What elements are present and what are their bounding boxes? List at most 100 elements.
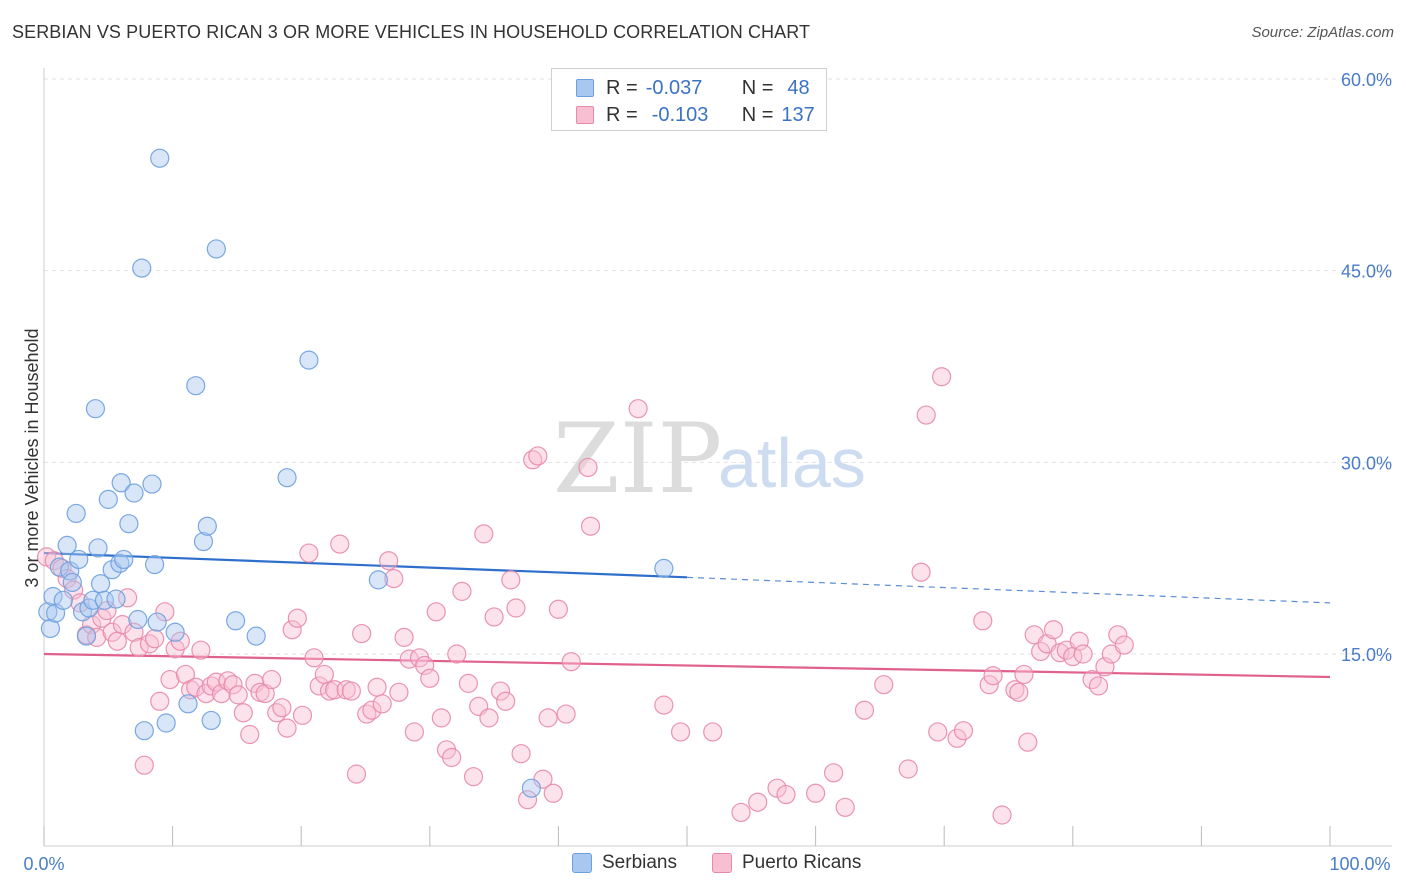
puerto-rican-point[interactable]	[191, 640, 211, 660]
puerto-rican-point[interactable]	[501, 570, 521, 590]
serbian-point[interactable]	[40, 618, 61, 639]
puerto-rican-point[interactable]	[102, 622, 122, 642]
puerto-rican-point[interactable]	[580, 516, 601, 536]
puerto-rican-point[interactable]	[511, 744, 531, 764]
puerto-rican-point[interactable]	[484, 607, 504, 627]
serbian-point[interactable]	[38, 602, 58, 622]
puerto-rican-point[interactable]	[528, 446, 548, 466]
serbian-point[interactable]	[206, 239, 226, 259]
serbian-point[interactable]	[142, 474, 162, 494]
serbian-point[interactable]	[76, 626, 97, 646]
serbian-point[interactable]	[134, 721, 154, 741]
puerto-rican-point[interactable]	[404, 722, 424, 742]
puerto-rican-point[interactable]	[452, 581, 472, 601]
puerto-rican-point[interactable]	[947, 728, 967, 748]
serbian-point[interactable]	[69, 549, 89, 570]
serbian-point[interactable]	[226, 611, 246, 631]
serbian-point[interactable]	[654, 558, 674, 578]
puerto-rican-point[interactable]	[1108, 625, 1128, 645]
puerto-rican-point[interactable]	[181, 680, 201, 700]
puerto-rican-point[interactable]	[776, 784, 796, 805]
puerto-rican-point[interactable]	[287, 608, 307, 628]
puerto-rican-point[interactable]	[357, 704, 377, 724]
puerto-rican-point[interactable]	[309, 676, 329, 696]
puerto-rican-point[interactable]	[561, 652, 581, 672]
puerto-rican-point[interactable]	[160, 669, 180, 690]
serbian-point[interactable]	[128, 609, 148, 630]
serbian-point[interactable]	[165, 622, 185, 642]
serbian-point[interactable]	[368, 570, 388, 590]
serbian-point[interactable]	[110, 553, 130, 573]
puerto-rican-point[interactable]	[325, 680, 345, 700]
serbian-point[interactable]	[43, 586, 63, 607]
puerto-rican-point[interactable]	[394, 627, 414, 647]
puerto-rican-point[interactable]	[352, 623, 372, 644]
puerto-rican-point[interactable]	[479, 708, 499, 728]
puerto-rican-point[interactable]	[346, 764, 367, 784]
puerto-rican-point[interactable]	[805, 783, 826, 803]
puerto-rican-point[interactable]	[983, 666, 1003, 686]
puerto-rican-point[interactable]	[282, 620, 302, 640]
puerto-rican-point[interactable]	[299, 543, 319, 563]
puerto-rican-point[interactable]	[426, 602, 446, 622]
puerto-rican-point[interactable]	[292, 705, 313, 725]
serbian-point[interactable]	[186, 376, 206, 396]
puerto-rican-point[interactable]	[186, 677, 206, 697]
puerto-rican-point[interactable]	[372, 694, 392, 714]
puerto-rican-point[interactable]	[506, 598, 526, 618]
serbian-point[interactable]	[521, 778, 541, 798]
puerto-rican-point[interactable]	[255, 684, 275, 704]
puerto-rican-point[interactable]	[447, 644, 467, 664]
serbian-point[interactable]	[111, 473, 131, 493]
puerto-rican-point[interactable]	[362, 700, 382, 720]
puerto-rican-point[interactable]	[367, 677, 387, 697]
puerto-rican-point[interactable]	[314, 664, 334, 685]
puerto-rican-point[interactable]	[57, 569, 77, 589]
puerto-rican-point[interactable]	[228, 685, 248, 705]
serbian-point[interactable]	[114, 549, 134, 570]
puerto-rican-point[interactable]	[304, 648, 324, 668]
puerto-rican-point[interactable]	[1018, 732, 1038, 752]
serbian-point[interactable]	[83, 590, 103, 610]
puerto-rican-point[interactable]	[262, 669, 282, 690]
puerto-rican-point[interactable]	[670, 722, 691, 742]
puerto-rican-point[interactable]	[1009, 682, 1029, 702]
puerto-rican-point[interactable]	[87, 627, 107, 647]
puerto-rican-point[interactable]	[379, 551, 399, 571]
serbian-point[interactable]	[156, 713, 176, 733]
puerto-rican-point[interactable]	[267, 703, 287, 723]
puerto-rican-point[interactable]	[1031, 641, 1051, 662]
serbian-point[interactable]	[299, 350, 319, 370]
puerto-rican-point[interactable]	[932, 367, 952, 387]
serbian-point[interactable]	[197, 516, 217, 536]
puerto-rican-point[interactable]	[992, 805, 1012, 825]
serbian-point[interactable]	[193, 531, 214, 552]
serbian-point[interactable]	[178, 694, 198, 714]
puerto-rican-point[interactable]	[442, 747, 462, 768]
puerto-rican-point[interactable]	[490, 681, 511, 701]
puerto-rican-point[interactable]	[139, 634, 160, 654]
legend-item-serbians[interactable]: Serbians	[572, 852, 677, 874]
puerto-rican-point[interactable]	[898, 759, 918, 779]
puerto-rican-point[interactable]	[578, 457, 598, 478]
puerto-rican-point[interactable]	[854, 700, 875, 720]
puerto-rican-point[interactable]	[911, 562, 931, 582]
serbian-point[interactable]	[62, 572, 82, 593]
serbian-point[interactable]	[144, 554, 165, 575]
puerto-rican-point[interactable]	[973, 611, 993, 631]
puerto-rican-point[interactable]	[463, 767, 484, 787]
puerto-rican-point[interactable]	[175, 664, 196, 685]
serbian-point[interactable]	[246, 626, 266, 646]
puerto-rican-point[interactable]	[1073, 644, 1093, 664]
puerto-rican-point[interactable]	[1088, 676, 1109, 696]
puerto-rican-point[interactable]	[384, 569, 404, 589]
puerto-rican-point[interactable]	[1014, 664, 1034, 685]
puerto-rican-point[interactable]	[748, 792, 768, 812]
puerto-rican-point[interactable]	[277, 718, 297, 738]
serbian-point[interactable]	[88, 538, 108, 558]
puerto-rican-point[interactable]	[431, 708, 451, 728]
puerto-rican-point[interactable]	[129, 638, 149, 658]
puerto-rican-point[interactable]	[538, 708, 558, 728]
serbian-point[interactable]	[124, 483, 144, 503]
puerto-rican-point[interactable]	[916, 405, 936, 425]
